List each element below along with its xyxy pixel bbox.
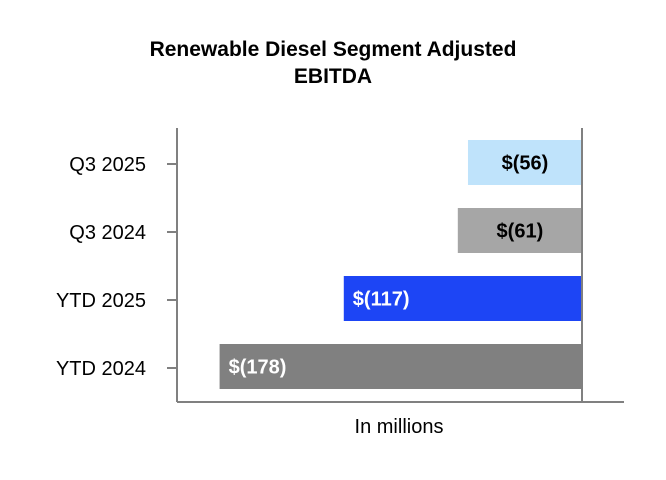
bar bbox=[219, 344, 583, 389]
category-label: Q3 2024 bbox=[69, 222, 146, 244]
category-label: YTD 2025 bbox=[56, 290, 146, 312]
x-axis-label: In millions bbox=[355, 416, 444, 438]
data-label: $(61) bbox=[497, 221, 544, 243]
category-label: Q3 2025 bbox=[69, 154, 146, 176]
chart-title-line-2: EBITDA bbox=[293, 65, 373, 88]
bar bbox=[343, 276, 582, 321]
chart-title-line-1: Renewable Diesel Segment Adjusted bbox=[149, 38, 517, 61]
bar bbox=[467, 140, 582, 185]
category-label: YTD 2024 bbox=[56, 358, 146, 380]
data-label: $(178) bbox=[229, 357, 287, 379]
data-label: $(117) bbox=[353, 289, 410, 311]
data-label: $(56) bbox=[502, 153, 549, 175]
bar bbox=[457, 208, 582, 253]
